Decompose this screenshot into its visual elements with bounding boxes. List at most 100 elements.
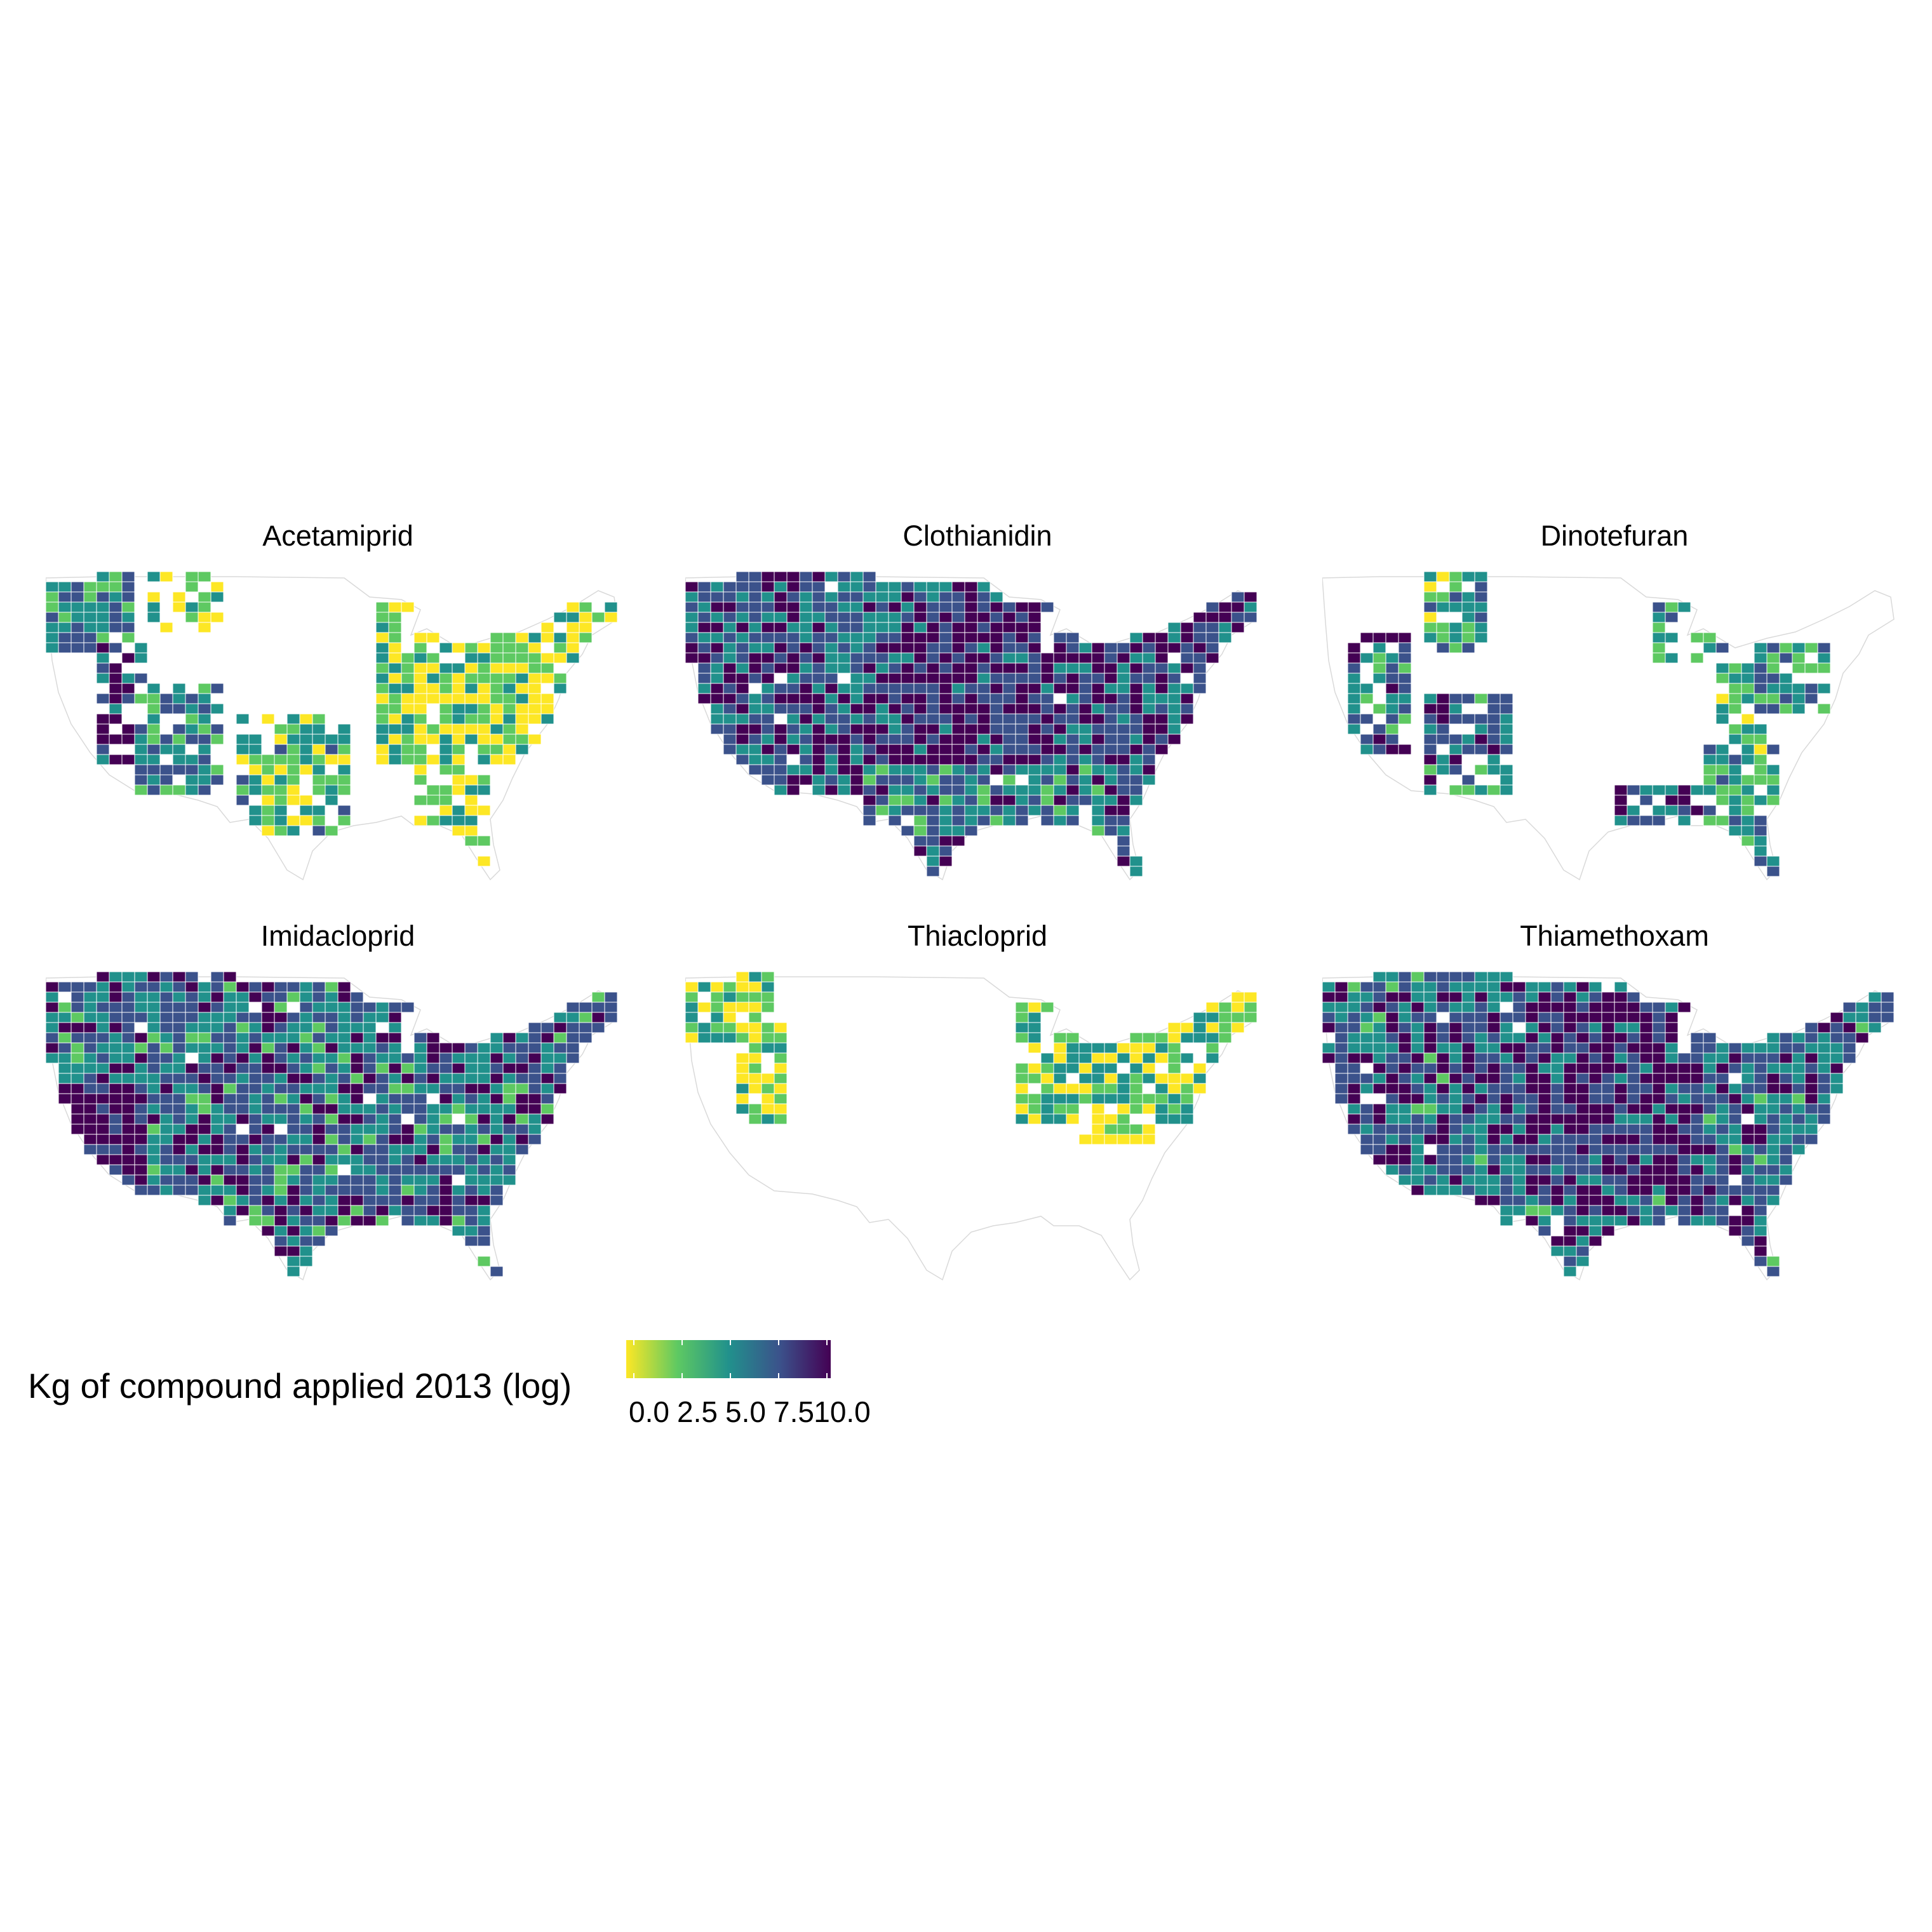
county-cell — [926, 683, 940, 694]
county-cell — [1372, 1124, 1386, 1135]
county-cell — [1754, 1154, 1768, 1165]
county-cell — [888, 581, 902, 593]
county-cell — [413, 1103, 427, 1115]
county-cell — [1117, 845, 1130, 857]
county-cell — [926, 795, 940, 806]
county-cell — [1703, 1154, 1717, 1165]
county-cell — [735, 723, 749, 735]
county-cell — [1066, 734, 1080, 745]
county-cell — [964, 581, 978, 593]
county-cell — [774, 591, 788, 603]
county-cell — [1614, 1022, 1628, 1033]
county-cell — [591, 991, 605, 1003]
county-cell — [939, 622, 953, 633]
county-cell — [697, 1002, 711, 1013]
county-cell — [1474, 1113, 1488, 1125]
county-cell — [286, 1225, 300, 1237]
county-cell — [1563, 1012, 1577, 1023]
county-cell — [1231, 591, 1245, 603]
county-cell — [1601, 1215, 1615, 1226]
county-cell — [1728, 1154, 1742, 1165]
county-cell — [1385, 703, 1399, 714]
county-cell — [951, 632, 965, 643]
county-cell — [1129, 734, 1143, 745]
county-cell — [134, 652, 148, 664]
county-cell — [1728, 1042, 1742, 1054]
county-cell — [1398, 1012, 1412, 1023]
county-cell — [1436, 1124, 1450, 1135]
county-cell — [1741, 662, 1755, 674]
county-cell — [1538, 1093, 1552, 1104]
county-cell — [748, 1083, 762, 1094]
county-cell — [1550, 1103, 1564, 1115]
county-cell — [1779, 652, 1793, 664]
county-cell — [210, 1134, 224, 1145]
county-cell — [1129, 1063, 1143, 1074]
county-cell — [172, 1144, 186, 1155]
county-cell — [1741, 1215, 1755, 1226]
county-cell — [502, 683, 516, 694]
county-cell — [299, 1215, 313, 1226]
county-cell — [1028, 642, 1042, 654]
county-cell — [1411, 1052, 1425, 1064]
county-cell — [1487, 1083, 1501, 1094]
county-cell — [210, 1195, 224, 1206]
county-cell — [1614, 784, 1628, 796]
county-cell — [121, 723, 135, 735]
county-cell — [1728, 1195, 1742, 1206]
county-cell — [185, 1134, 199, 1145]
county-cell — [286, 734, 300, 745]
county-cell — [989, 703, 1003, 714]
county-cell — [1817, 683, 1831, 694]
county-cell — [159, 1093, 173, 1104]
county-cell — [540, 1032, 554, 1043]
county-cell — [1652, 1002, 1666, 1013]
county-cell — [236, 1032, 250, 1043]
county-cell — [761, 723, 775, 735]
county-cell — [452, 1083, 466, 1094]
county-cell — [1117, 1103, 1130, 1115]
county-cell — [1715, 1073, 1729, 1084]
county-cell — [913, 805, 927, 816]
county-cell — [274, 723, 288, 735]
county-cell — [1588, 1093, 1602, 1104]
county-cell — [1703, 1063, 1717, 1074]
county-cell — [185, 1124, 199, 1135]
county-cell — [1461, 1144, 1475, 1155]
county-cell — [248, 1022, 262, 1033]
county-cell — [413, 1134, 427, 1145]
county-cell — [1091, 784, 1105, 796]
county-cell — [413, 1032, 427, 1043]
county-cell — [1167, 673, 1181, 684]
county-cell — [1180, 1052, 1194, 1064]
county-cell — [464, 1042, 478, 1054]
county-cell — [337, 991, 351, 1003]
county-cell — [1804, 1134, 1818, 1145]
county-cell — [1334, 1022, 1348, 1033]
county-cell — [1372, 1032, 1386, 1043]
county-cell — [286, 1103, 300, 1115]
county-cell — [286, 1184, 300, 1196]
county-cell — [710, 601, 724, 613]
county-cell — [735, 572, 749, 582]
county-cell — [812, 754, 826, 765]
county-cell — [1499, 784, 1513, 796]
county-cell — [464, 1063, 478, 1074]
county-cell — [477, 805, 491, 816]
county-cell — [1040, 764, 1054, 775]
county-cell — [1423, 972, 1437, 983]
county-cell — [1639, 1154, 1653, 1165]
legend-colorbar — [626, 1340, 831, 1378]
county-cell — [1754, 1225, 1768, 1237]
county-cell — [109, 734, 123, 745]
county-cell — [1512, 1093, 1526, 1104]
county-cell — [134, 734, 148, 745]
county-cell — [1002, 754, 1016, 765]
county-cell — [413, 713, 427, 725]
county-cell — [964, 795, 978, 806]
county-cell — [875, 622, 889, 633]
county-cell — [337, 981, 351, 993]
county-cell — [1728, 1113, 1742, 1125]
county-cell — [1614, 1215, 1628, 1226]
county-cell — [1703, 1205, 1717, 1216]
